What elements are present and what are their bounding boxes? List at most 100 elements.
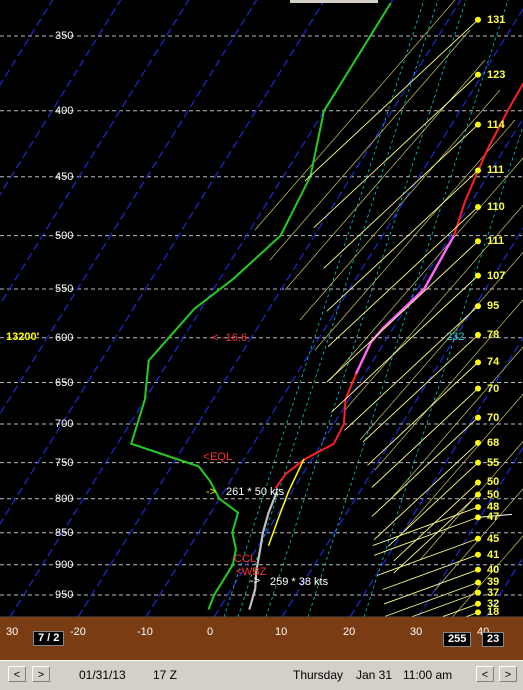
wind-barb-line (326, 240, 479, 383)
wbz-label: WBZ (242, 566, 267, 578)
wind-barb-line (323, 124, 479, 269)
wind-marker-line (477, 513, 513, 518)
el-label: EQL (210, 451, 233, 463)
dewpoint-profile-line (129, 2, 392, 610)
wind-speed-label: 131 (487, 13, 506, 26)
wind-barb-line (374, 516, 479, 556)
next-step-button[interactable]: > (499, 666, 517, 682)
status-bar: < > 01/31/13 17 Z Thursday Jan 31 11:00 … (0, 660, 523, 690)
wind-speed-label: 55 (487, 456, 500, 469)
wind-barb-line (327, 206, 479, 348)
pressure-label: 350 (55, 30, 74, 42)
wind-speed-label: 50 (487, 488, 500, 501)
wind-speed-dot (475, 238, 481, 245)
adiabat-line (299, 89, 501, 321)
level-temp-label: -16.6 (222, 332, 248, 344)
pressure-label: 950 (55, 589, 74, 601)
wind-speed-label: 78 (487, 328, 500, 341)
adiabat-line (434, 488, 523, 591)
adiabat-line (449, 535, 523, 621)
pressure-label: 650 (55, 376, 74, 389)
temperature-highlight-line (354, 235, 455, 375)
pressure-label: 400 (55, 104, 74, 117)
wind-speed-dot (475, 71, 481, 78)
pressure-label: 500 (55, 229, 74, 242)
wind-speed-dot (475, 385, 481, 392)
wind-speed-dot (475, 203, 481, 210)
skewt-chart-svg (0, 0, 523, 636)
wind-speed-label: 110 (487, 200, 505, 213)
wind-barb-line (385, 582, 479, 617)
wind-speed-dot (475, 16, 481, 23)
pressure-label: 750 (55, 456, 74, 469)
wind-speed-dot (475, 439, 481, 446)
wind-upper-label: 261 * 50 kts (226, 486, 285, 498)
temperature-tick-label: -10 (137, 626, 153, 638)
pressure-label: 450 (55, 170, 74, 183)
wind-speed-dot (475, 589, 481, 596)
ground-band (0, 617, 523, 660)
next-button[interactable]: > (32, 666, 50, 682)
wind-speed-dot (475, 414, 481, 421)
wind-speed-dot (475, 551, 481, 558)
lcl-label: CCL (234, 553, 257, 565)
wind-speed-dot (475, 600, 481, 607)
arrow-upper: -> (206, 486, 217, 498)
wind-speed-dot (475, 167, 481, 174)
wind-speed-label: 74 (487, 356, 500, 369)
pressure-label: 900 (55, 558, 74, 571)
wind-speed-label: 70 (487, 411, 500, 424)
wind-barb-line (388, 462, 479, 547)
wind-barb-line (371, 388, 479, 488)
skewt-plot[interactable]: 350 400 450 500 550 600 650 700 750 800 850 900 950 … (0, 0, 523, 660)
temperature-tick-label: -20 (70, 626, 86, 638)
wetbulb-profile-line (248, 491, 278, 610)
temperature-tick-label: 0 (207, 626, 214, 638)
wind-speed-dot (475, 479, 481, 486)
prev-button[interactable]: < (8, 666, 26, 682)
prev-step-button[interactable]: < (476, 666, 494, 682)
wind-speed-dot (475, 579, 481, 586)
wind-speed-label: 114 (487, 118, 505, 131)
wind-barb-line (383, 569, 479, 605)
isotherm-line (281, 227, 523, 618)
wind-barb-line (313, 74, 479, 228)
surface-wind-speed-badge: 23 (482, 632, 505, 647)
isotherm-line (0, 0, 190, 306)
top-window-edge (290, 0, 378, 3)
sounding-index-badge: 7 / 2 (33, 631, 65, 646)
adiabat-line (284, 59, 486, 291)
status-date-long: Jan 31 (356, 668, 393, 682)
wind-speed-label: 48 (487, 501, 500, 514)
surface-wind-dir-badge: 255 (443, 632, 472, 647)
wind-speed-dot (475, 504, 481, 511)
wind-barb-line (393, 494, 479, 574)
level-temp-marker: < (212, 332, 219, 344)
adiabat-line (419, 441, 523, 561)
wind-speed-label: 32 (487, 597, 500, 610)
temperature-profile-line (274, 81, 523, 489)
wind-speed-label: 39 (487, 576, 500, 589)
wind-speed-label: 95 (487, 300, 500, 313)
wind-barb-line (330, 275, 479, 413)
wind-speed-dot (475, 331, 481, 338)
el-marker: < (203, 451, 210, 463)
isotherm-line (417, 446, 523, 618)
wind-barb-line (371, 417, 479, 517)
status-local-time: 11:00 am (403, 668, 453, 682)
adiabat-line (389, 346, 523, 501)
wind-speed-dot (475, 609, 481, 616)
pressure-label: 600 (55, 331, 74, 344)
wind-speed-label: 68 (487, 436, 500, 449)
adiabat-line (329, 157, 523, 381)
wind-speed-dot (475, 303, 481, 310)
wind-speed-dot (475, 459, 481, 466)
wind-speed-dot (475, 272, 481, 279)
isotherm-line (0, 0, 54, 87)
wind-barb-line (304, 19, 479, 182)
status-hour: 17 Z (153, 668, 178, 682)
mixing-ratio-line (237, 0, 439, 618)
temperature-tick-label: 30 (410, 626, 423, 638)
wind-barb-line (362, 334, 479, 443)
status-weekday: Thursday (293, 668, 344, 682)
